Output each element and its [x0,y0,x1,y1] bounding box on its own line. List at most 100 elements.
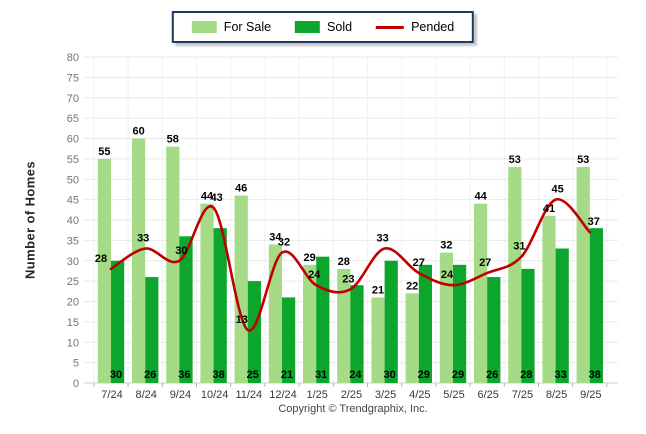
x-tick-label: 2/25 [341,389,362,401]
y-tick-label: 45 [67,195,79,207]
bar-for-sale [371,297,385,383]
y-axis-title: Number of Homes [22,161,38,279]
bar-sold [589,228,603,383]
y-tick-label: 50 [67,174,79,186]
x-tick-label: 8/24 [135,389,156,401]
value-label-sold: 21 [281,369,293,381]
legend-label: Pended [411,20,455,34]
bar-for-sale [576,167,590,383]
x-tick-label: 3/25 [375,389,396,401]
for-sale-swatch-icon [191,21,217,33]
value-label-for-sale: 55 [98,146,110,158]
value-label-sold: 26 [486,369,498,381]
bar-for-sale [508,167,522,383]
legend-item-for-sale: For Sale [191,20,272,34]
y-tick-label: 0 [73,378,79,390]
value-label-for-sale: 22 [406,280,418,292]
value-label-pended: 27 [479,257,491,269]
value-label-pended: 33 [137,233,149,245]
y-tick-label: 55 [67,154,79,166]
bar-sold [247,281,261,383]
bar-for-sale [166,146,180,383]
bar-sold [282,297,296,383]
y-tick-label: 30 [67,256,79,268]
legend-label: Sold [327,20,353,34]
x-tick-label: 8/25 [546,389,567,401]
value-label-for-sale: 46 [235,183,247,195]
value-label-pended: 33 [376,233,388,245]
value-label-pended: 43 [210,192,222,204]
value-label-sold: 24 [349,369,362,381]
value-label-sold: 25 [247,369,259,381]
value-label-sold: 30 [110,369,122,381]
bar-sold [179,236,193,383]
sold-swatch-icon [295,21,321,33]
y-tick-label: 40 [67,215,79,227]
value-label-for-sale: 28 [338,256,350,268]
value-label-for-sale: 44 [474,191,487,203]
value-label-for-sale: 32 [440,240,452,252]
y-tick-label: 10 [67,337,79,349]
value-label-sold: 26 [144,369,156,381]
y-tick-label: 35 [67,235,79,247]
bar-sold [213,228,227,383]
copyright-text: Copyright © Trendgraphix, Inc. [278,403,428,415]
x-tick-label: 6/25 [477,389,498,401]
bar-sold [418,264,432,383]
x-tick-label: 1/25 [306,389,327,401]
bar-for-sale [234,195,248,383]
value-label-pended: 28 [95,253,107,265]
value-label-sold: 29 [418,369,430,381]
legend-item-pended: Pended [376,20,454,34]
bar-for-sale [405,293,419,383]
x-tick-label: 9/25 [580,389,601,401]
bar-for-sale [303,264,317,383]
value-label-for-sale: 29 [303,252,315,264]
value-label-sold: 31 [315,369,327,381]
y-tick-label: 15 [67,317,79,329]
value-label-for-sale: 53 [577,154,589,166]
x-tick-label: 11/24 [235,389,262,401]
bar-sold [350,285,364,383]
value-label-pended: 24 [308,269,321,281]
bar-sold [487,277,501,383]
value-label-sold: 33 [554,369,566,381]
x-tick-label: 10/24 [201,389,229,401]
value-label-pended: 24 [441,269,454,281]
value-label-pended: 31 [513,241,525,253]
bar-sold [145,277,159,383]
bar-for-sale [542,215,556,383]
bar-sold [555,248,569,383]
value-label-pended: 45 [551,184,563,196]
y-tick-label: 60 [67,134,79,146]
bar-sold [521,268,535,383]
value-label-for-sale: 21 [372,284,384,296]
value-label-for-sale: 44 [201,191,214,203]
y-tick-label: 75 [67,72,79,84]
bar-for-sale [97,158,111,383]
value-label-pended: 37 [588,216,600,228]
y-tick-label: 20 [67,297,79,309]
x-tick-label: 7/24 [101,389,122,401]
value-label-for-sale: 41 [543,203,555,215]
y-tick-label: 70 [67,93,79,105]
pended-line-icon [376,25,405,29]
value-label-sold: 38 [589,369,601,381]
legend-label: For Sale [223,20,272,34]
legend-item-sold: Sold [295,20,352,34]
x-tick-label: 9/24 [170,389,191,401]
y-tick-label: 80 [67,52,79,64]
value-label-pended: 27 [413,257,425,269]
y-tick-label: 65 [67,113,79,125]
value-label-pended: 13 [236,314,248,326]
value-label-sold: 28 [520,369,532,381]
value-label-for-sale: 34 [269,231,282,243]
value-label-sold: 38 [212,369,224,381]
bar-for-sale [474,203,488,383]
x-tick-label: 4/25 [409,389,430,401]
value-label-for-sale: 53 [509,154,521,166]
bar-for-sale [132,138,146,383]
y-tick-label: 5 [73,358,79,370]
